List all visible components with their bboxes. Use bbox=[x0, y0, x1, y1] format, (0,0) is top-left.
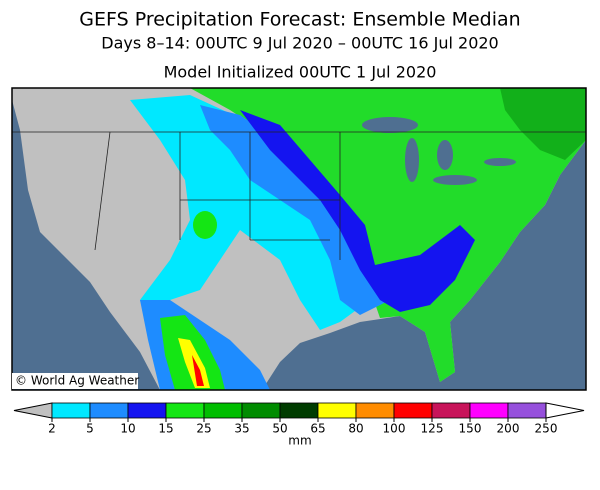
lake bbox=[437, 140, 453, 170]
colorbar-bin bbox=[317, 402, 357, 419]
colorbar-tick-label: 125 bbox=[421, 422, 444, 436]
subtitle: Days 8–14: 00UTC 9 Jul 2020 – 00UTC 16 J… bbox=[101, 34, 498, 53]
colorbar-bin bbox=[241, 402, 281, 419]
credit: © World Ag Weather bbox=[15, 374, 139, 388]
colorbar-bin bbox=[431, 402, 471, 419]
colorbar-tick-label: 150 bbox=[459, 422, 482, 436]
credit-box bbox=[12, 373, 138, 389]
lake bbox=[433, 175, 477, 185]
colorbar-tick-label: 250 bbox=[535, 422, 558, 436]
title: GEFS Precipitation Forecast: Ensemble Me… bbox=[79, 9, 520, 31]
colorbar-over bbox=[545, 402, 585, 419]
colorbar-unit: mm bbox=[288, 434, 311, 448]
colorbar-bin bbox=[469, 402, 509, 419]
colorbar-tick-label: 2 bbox=[48, 422, 56, 436]
map: © World Ag Weather bbox=[11, 87, 587, 391]
colorbar-tick-label: 50 bbox=[272, 422, 287, 436]
init-time: Model Initialized 00UTC 1 Jul 2020 bbox=[164, 63, 437, 82]
precip-colorado bbox=[193, 211, 217, 239]
lake bbox=[484, 158, 516, 166]
colorbar-tick-label: 15 bbox=[158, 422, 173, 436]
borders bbox=[12, 131, 586, 260]
colorbar-bin bbox=[89, 402, 129, 419]
colorbar-bin bbox=[165, 402, 205, 419]
colorbar-bin bbox=[393, 402, 433, 419]
colorbar-bin bbox=[51, 402, 91, 419]
precip-deep-blue bbox=[240, 110, 475, 312]
map-frame bbox=[11, 87, 587, 391]
precip-blue bbox=[200, 105, 390, 315]
precip-mexico-red bbox=[192, 355, 204, 386]
colorbar-tick-label: 200 bbox=[497, 422, 520, 436]
colorbar-bin bbox=[507, 402, 547, 419]
colorbar-bin bbox=[127, 402, 167, 419]
precip-green-dark bbox=[500, 88, 586, 160]
colorbar-tick-label: 10 bbox=[120, 422, 135, 436]
colorbar-tick-label: 35 bbox=[234, 422, 249, 436]
colorbar-tick-label: 5 bbox=[86, 422, 94, 436]
colorbar-tick-label: 80 bbox=[348, 422, 363, 436]
colorbar-tick-label: 25 bbox=[196, 422, 211, 436]
colorbar-bin bbox=[203, 402, 243, 419]
lake bbox=[362, 117, 418, 133]
colorbar-tick-label: 65 bbox=[310, 422, 325, 436]
colorbar-bin bbox=[279, 402, 319, 419]
colorbar-bin bbox=[355, 402, 395, 419]
colorbar-tick-label: 100 bbox=[383, 422, 406, 436]
lake bbox=[405, 138, 419, 182]
